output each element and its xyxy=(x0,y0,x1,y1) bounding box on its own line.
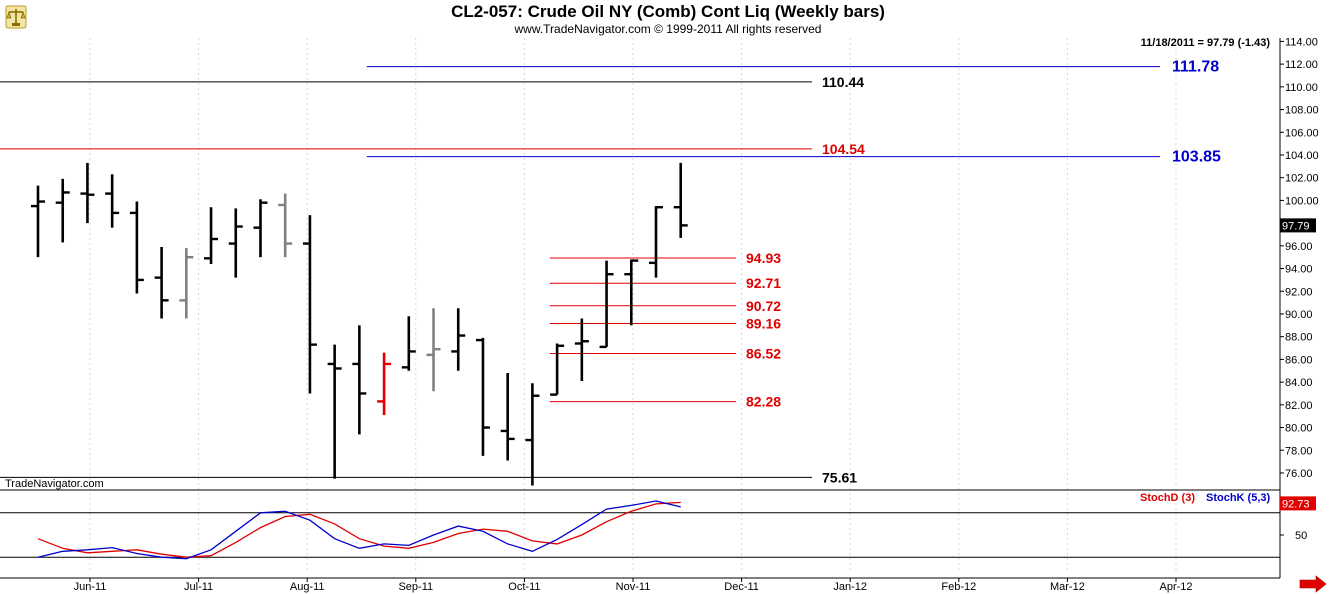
ohlc-bar xyxy=(475,337,490,456)
ohlc-bar xyxy=(599,260,614,349)
ohlc-bar xyxy=(624,259,639,326)
level-label: 89.16 xyxy=(746,316,781,332)
ohlc-bar xyxy=(352,325,367,435)
level-label: 110.44 xyxy=(822,74,864,90)
level-label: 86.52 xyxy=(746,345,781,361)
ohlc-bar xyxy=(253,199,268,258)
level-label: 90.72 xyxy=(746,298,781,314)
price-tick-label: 108.00 xyxy=(1285,105,1319,117)
price-tick-label: 88.00 xyxy=(1285,332,1313,344)
level-label: 82.28 xyxy=(746,394,781,410)
ohlc-bar xyxy=(154,246,169,319)
chart-header: CL2-057: Crude Oil NY (Comb) Cont Liq (W… xyxy=(0,0,1336,38)
time-tick-label: Sep-11 xyxy=(398,581,433,593)
stoch-current-box xyxy=(1280,496,1316,511)
ohlc-bar xyxy=(426,308,441,392)
level-label: 111.78 xyxy=(1172,59,1219,76)
price-tick-label: 92.00 xyxy=(1285,286,1313,298)
price-tick-label: 80.00 xyxy=(1285,423,1313,435)
ohlc-bar xyxy=(204,207,219,264)
time-tick-label: Nov-11 xyxy=(616,581,651,593)
ohlc-bar xyxy=(80,162,95,224)
price-tick-label: 78.00 xyxy=(1285,445,1313,457)
price-tick-label: 112.00 xyxy=(1285,59,1318,71)
trading-scales-logo-icon[interactable] xyxy=(4,4,28,30)
price-tick-label: 100.00 xyxy=(1285,195,1319,207)
ohlc-bar xyxy=(31,185,45,258)
stoch-series-line xyxy=(37,501,681,558)
time-tick-label: Jan-12 xyxy=(833,581,867,593)
time-tick-label: Feb-12 xyxy=(941,581,976,593)
time-tick-label: Jul-11 xyxy=(184,581,213,593)
price-tick-label: 90.00 xyxy=(1285,309,1313,321)
last-quote-label: 11/18/2011 = 97.79 (-1.43) xyxy=(1141,37,1271,49)
red-arrow-right-shape xyxy=(1299,575,1327,593)
current-price-box xyxy=(1280,218,1316,233)
ohlc-bar xyxy=(228,208,243,278)
ohlc-bar xyxy=(55,178,70,243)
price-tick-label: 114.00 xyxy=(1285,36,1318,48)
time-tick-label: Jun-11 xyxy=(74,581,107,593)
ohlc-bar xyxy=(105,174,120,228)
red-arrow-right-icon[interactable] xyxy=(1299,575,1327,593)
level-label: 94.93 xyxy=(746,250,781,266)
support-resistance-levels: 111.78 110.44 104.54 103.85 94.93 92.71 90.72 8… xyxy=(0,59,1221,485)
ohlc-bar xyxy=(278,193,293,258)
stochastic-axis: 50 92.73 xyxy=(1280,496,1316,542)
ohlc-bar xyxy=(550,343,565,396)
stoch-current-label: 92.73 xyxy=(1282,498,1310,510)
price-tick-label: 104.00 xyxy=(1285,150,1319,162)
watermark-text: TradeNavigator.com xyxy=(5,478,104,490)
ohlc-bar xyxy=(451,308,466,371)
price-tick-label: 96.00 xyxy=(1285,241,1313,253)
stoch-legend-label: StochK (5,3) xyxy=(1206,492,1271,504)
ohlc-bar xyxy=(673,162,688,238)
price-tick-label: 82.00 xyxy=(1285,400,1313,412)
stoch-tick-label: 50 xyxy=(1295,530,1307,542)
price-tick-label: 84.00 xyxy=(1285,377,1313,389)
ohlc-bar xyxy=(401,316,416,371)
stoch-series-line xyxy=(37,500,681,560)
chart-title: CL2-057: Crude Oil NY (Comb) Cont Liq (W… xyxy=(451,2,885,21)
time-tick-label: Apr-12 xyxy=(1159,581,1192,593)
ohlc-bar xyxy=(302,215,317,394)
level-label: 104.54 xyxy=(822,141,865,157)
price-panel xyxy=(0,38,1281,579)
price-axis: 76.00 78.00 80.00 82.00 84.00 86.00 88.00 90.00… xyxy=(1280,36,1319,480)
time-tick-label: Dec-11 xyxy=(724,581,759,593)
ohlc-bar xyxy=(179,248,194,319)
price-tick-label: 86.00 xyxy=(1285,354,1313,366)
chart-subtitle: www.TradeNavigator.com © 1999-2011 All r… xyxy=(514,22,822,36)
ohlc-bar xyxy=(327,344,342,479)
level-label: 92.71 xyxy=(746,275,781,291)
price-tick-label: 102.00 xyxy=(1285,173,1319,185)
price-tick-label: 94.00 xyxy=(1285,264,1313,276)
price-tick-label: 76.00 xyxy=(1285,468,1313,480)
ohlc-bar xyxy=(129,201,144,294)
ohlc-bar xyxy=(500,373,515,461)
ohlc-bars xyxy=(31,162,688,486)
price-plot-area xyxy=(0,38,1280,490)
level-label: 75.61 xyxy=(822,469,857,485)
stochastic-panel: StochD (3) StochK (5,3) xyxy=(0,492,1280,560)
ohlc-bar xyxy=(649,206,663,278)
time-tick-label: Oct-11 xyxy=(508,581,540,593)
level-label: 103.85 xyxy=(1172,149,1221,166)
ohlc-bar xyxy=(525,383,540,486)
time-tick-label: Aug-11 xyxy=(290,581,325,593)
ohlc-bar xyxy=(377,352,392,416)
ohlc-bar xyxy=(574,318,589,381)
price-tick-label: 106.00 xyxy=(1285,127,1319,139)
time-axis: Jun-11 Jul-11 Aug-11 Sep-11 Oct-11 Nov-11 Dec-… xyxy=(74,578,1193,593)
price-tick-label: 110.00 xyxy=(1285,82,1318,94)
current-price-label: 97.79 xyxy=(1282,220,1310,232)
stoch-legend-label: StochD (3) xyxy=(1140,492,1195,504)
time-tick-label: Mar-12 xyxy=(1050,581,1085,593)
